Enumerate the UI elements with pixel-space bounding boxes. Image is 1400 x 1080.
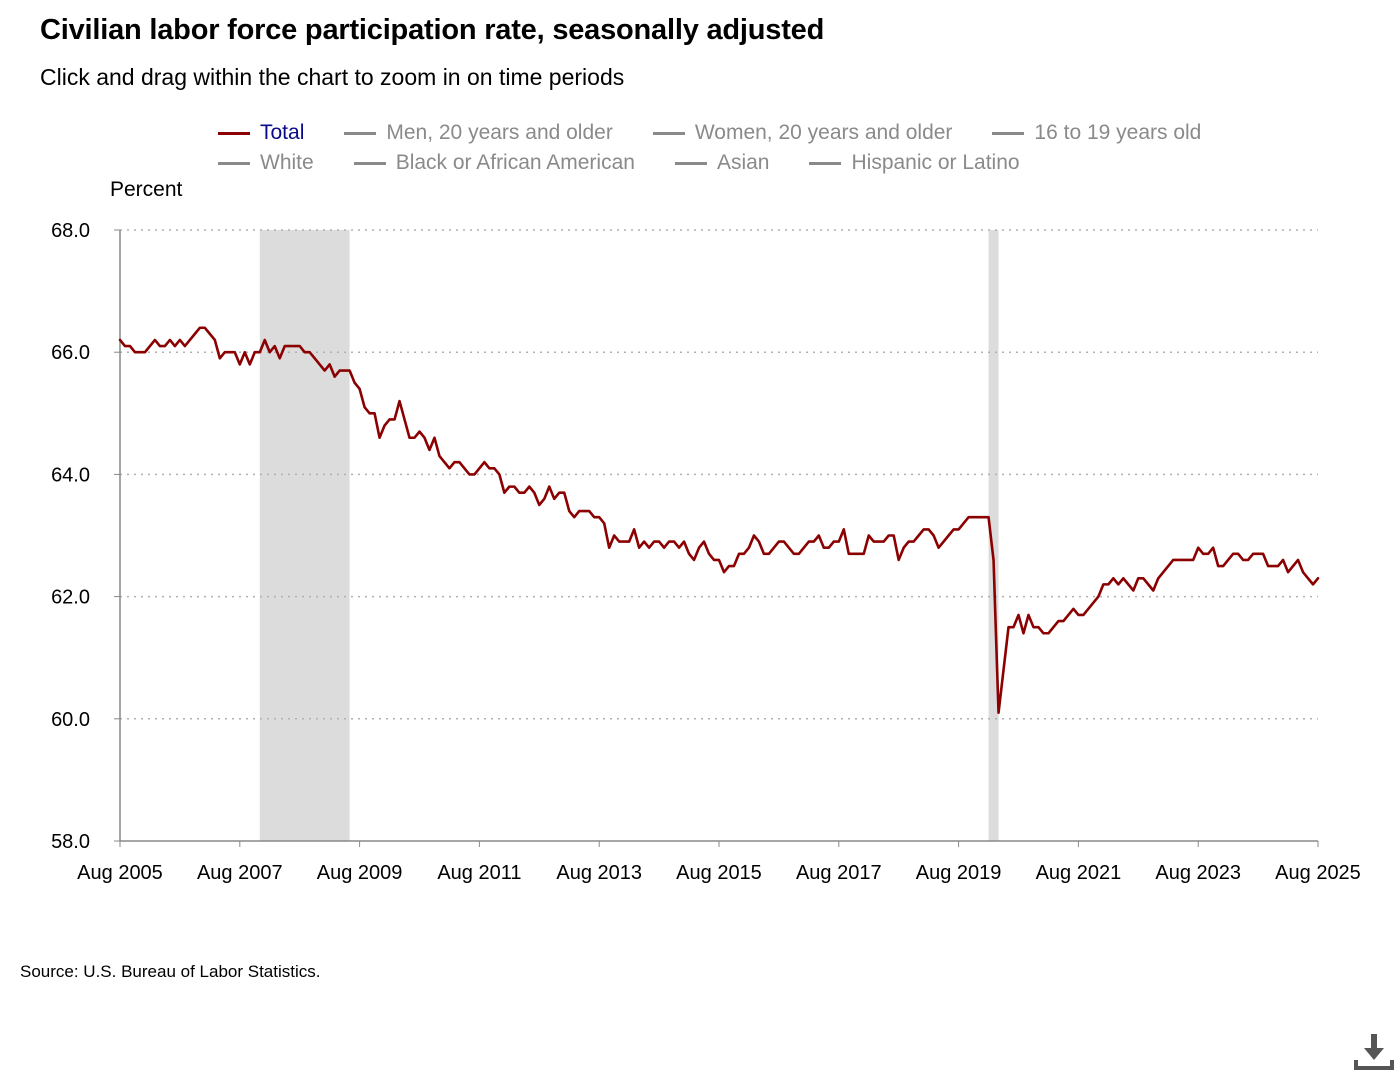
legend-swatch — [674, 161, 707, 165]
x-tick-label: Aug 2025 — [1275, 862, 1361, 884]
x-tick-label: Aug 2011 — [437, 862, 521, 884]
legend-item-women[interactable]: Women, 20 years and older — [652, 121, 953, 145]
legend: Total Men, 20 years and older Women, 20 … — [218, 118, 1298, 178]
y-tick-label: 60.0 — [51, 709, 90, 731]
legend-swatch — [652, 131, 685, 135]
legend-label: Total — [260, 121, 305, 144]
legend-item-teens[interactable]: 16 to 19 years old — [992, 121, 1201, 145]
y-tick-label: 68.0 — [51, 220, 90, 242]
x-tick-label: Aug 2021 — [1036, 862, 1122, 884]
source-note: Source: U.S. Bureau of Labor Statistics. — [20, 962, 321, 981]
legend-label: White — [260, 151, 314, 174]
series-layer — [118, 326, 1320, 714]
legend-item-black[interactable]: Black or African American — [353, 151, 635, 175]
legend-label: Women, 20 years and older — [694, 121, 953, 144]
y-axis-label: Percent — [110, 178, 183, 201]
x-tick-label: Aug 2019 — [916, 862, 1002, 884]
legend-label: 16 to 19 years old — [1034, 121, 1202, 144]
legend-swatch — [992, 131, 1025, 135]
y-tick-label: 58.0 — [51, 831, 90, 853]
recession-band — [259, 230, 350, 841]
recession-band — [988, 230, 999, 841]
legend-label: Asian — [716, 151, 770, 174]
legend-swatch — [344, 131, 377, 135]
download-icon-glyph — [1354, 1034, 1394, 1070]
legend-item-hispanic[interactable]: Hispanic or Latino — [809, 151, 1020, 175]
x-tick-label: Aug 2023 — [1155, 862, 1241, 884]
legend-swatch — [218, 161, 250, 165]
x-tick-label: Aug 2009 — [317, 862, 403, 884]
y-tick-label: 62.0 — [51, 587, 90, 609]
series-line-total — [118, 326, 1320, 714]
legend-label: Men, 20 years and older — [386, 121, 613, 144]
chart-subtitle: Click and drag within the chart to zoom … — [40, 64, 625, 90]
legend-row: Total Men, 20 years and older Women, 20 … — [218, 118, 1298, 148]
x-tick-label: Aug 2007 — [197, 862, 283, 884]
legend-item-men[interactable]: Men, 20 years and older — [344, 121, 613, 145]
legend-swatch — [218, 131, 250, 135]
y-tick-label: 66.0 — [51, 342, 90, 364]
legend-swatch — [809, 161, 842, 165]
legend-item-asian[interactable]: Asian — [674, 151, 770, 175]
chart-plot-area[interactable]: 58.0 60.0 62.0 64.0 66.0 68.0 Aug 2005 Aug 2007… — [0, 0, 1400, 900]
legend-label: Hispanic or Latino — [851, 151, 1020, 174]
legend-swatch — [353, 161, 386, 165]
x-tick-label: Aug 2005 — [77, 862, 163, 884]
legend-item-white[interactable]: White — [218, 151, 314, 175]
x-tick-label: Aug 2017 — [796, 862, 882, 884]
x-tick-label: Aug 2015 — [676, 862, 762, 884]
legend-label: Black or African American — [395, 151, 635, 174]
download-icon[interactable] — [1352, 1030, 1394, 1072]
x-tick-label: Aug 2013 — [556, 862, 642, 884]
legend-item-total[interactable]: Total — [218, 121, 304, 145]
y-tick-label: 64.0 — [51, 464, 90, 486]
chart-title: Civilian labor force participation rate,… — [40, 14, 825, 46]
recession-bands — [259, 230, 999, 841]
axes: 58.0 60.0 62.0 64.0 66.0 68.0 Aug 2005 Aug 2007… — [51, 220, 1361, 884]
legend-row: White Black or African American Asian Hi… — [218, 148, 1298, 178]
